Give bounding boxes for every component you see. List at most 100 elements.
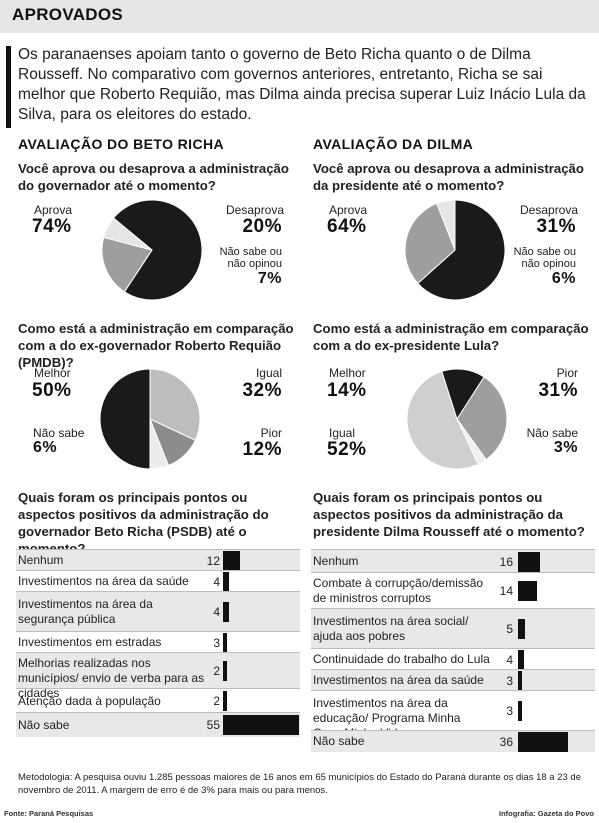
bar <box>518 731 568 752</box>
bar-table-dilma: Nenhum 16 Combate à corrupção/demissão de … <box>311 549 595 769</box>
pct-aprova: 64% <box>327 216 367 237</box>
question-compare-lula: Como está a administração em comparação … <box>313 321 589 353</box>
row-label: Nenhum <box>18 553 64 567</box>
pie-slice-melhor <box>441 368 485 421</box>
label-melhor: Melhor <box>34 366 71 380</box>
table-row: Investimentos na área da saúde 3 <box>311 669 595 691</box>
label-nao-sabe-1: Não sabe ou <box>219 246 282 258</box>
intro-accent-bar <box>6 46 11 128</box>
pie-slice-melhor <box>99 368 151 470</box>
bar <box>223 602 229 622</box>
row-value: 3 <box>506 704 513 718</box>
row-value: 3 <box>213 635 220 650</box>
row-value: 2 <box>213 694 220 708</box>
label-aprova: Aprova <box>34 203 73 217</box>
bar <box>518 619 525 639</box>
pct-melhor: 50% <box>32 380 72 401</box>
table-row: Investimentos na área social/ ajuda aos … <box>311 608 595 649</box>
question-positives-dilma: Quais foram os principais pontos ou aspe… <box>313 490 585 539</box>
row-label: Investimentos em estradas <box>18 635 162 649</box>
methodology-note: Metodologia: A pesquisa ouviu 1.285 pess… <box>18 772 581 796</box>
row-value: 2 <box>213 664 220 678</box>
label-igual: Igual <box>329 426 356 440</box>
question-positives-richa: Quais foram os principais pontos ou aspe… <box>18 490 269 556</box>
table-row: Investimentos em estradas 3 <box>16 631 300 653</box>
table-row: Melhorias realizadas nos municípios/ env… <box>16 652 300 700</box>
pie-chart-approval-richa <box>101 199 203 301</box>
row-label: Atenção dada à população <box>18 693 161 708</box>
row-value: 16 <box>499 554 513 569</box>
pct-igual: 32% <box>242 380 282 401</box>
table-row: Investimentos na área da segurança públi… <box>16 591 300 632</box>
row-label: Investimentos na área da segurança públi… <box>18 597 153 626</box>
label-desaprova: Desaprova <box>226 203 285 217</box>
row-value: 4 <box>213 574 220 589</box>
header-bar: APROVADOS <box>0 0 599 33</box>
label-melhor: Melhor <box>329 366 366 380</box>
row-value: 55 <box>206 718 220 732</box>
row-value: 4 <box>213 605 220 619</box>
pct-melhor: 14% <box>327 380 367 401</box>
table-row: Investimentos na área da educação/ Progr… <box>311 690 595 740</box>
row-label: Investimentos na área da saúde <box>18 574 189 588</box>
row-label: Nenhum <box>313 554 359 568</box>
label-igual: Igual <box>255 366 282 380</box>
table-row: Atenção dada à população 2 <box>16 688 300 713</box>
row-label: Não sabe <box>18 717 70 732</box>
label-pior: Pior <box>260 426 282 440</box>
table-row: Nenhum 16 <box>311 549 595 573</box>
pie-chart-approval-dilma <box>404 199 506 301</box>
row-value: 12 <box>206 553 220 568</box>
pie-slice-não-sabe-ou-não-opinou <box>103 217 153 251</box>
row-label: Investimentos na área social/ ajuda aos … <box>313 614 469 643</box>
question-compare-requiao: Como está a administração em comparação … <box>18 321 294 370</box>
pie-slice-não-sabe-ou-não-opinou <box>436 199 456 251</box>
pct-nao-sabe: 3% <box>553 439 578 456</box>
page-title: APROVADOS <box>12 5 124 24</box>
intro-text: Os paranaenses apoiam tanto o governo de… <box>18 46 586 123</box>
table-row: Continuidade do trabalho do Lula 4 <box>311 648 595 670</box>
label-nao-opinou: não opinou <box>521 258 576 270</box>
pct-nao-sabe: 6% <box>33 439 58 456</box>
pct-desaprova: 20% <box>242 216 282 237</box>
row-label: Combate à corrupção/demissão de ministro… <box>313 576 484 605</box>
bar <box>518 581 538 601</box>
label-aprova: Aprova <box>329 203 368 217</box>
infographic-credit: Infografia: Gazeta do Povo <box>498 809 594 818</box>
bar <box>223 661 227 681</box>
pct-pior: 12% <box>242 439 282 460</box>
pie-slice-aprova <box>417 199 506 301</box>
pie-slice-desaprova <box>101 236 153 293</box>
pct-nao-sabe: 7% <box>257 270 282 287</box>
row-value: 36 <box>499 734 513 749</box>
row-value: 3 <box>506 673 513 688</box>
label-desaprova: Desaprova <box>520 203 579 217</box>
pct-nao-sabe: 6% <box>551 270 576 287</box>
bar <box>518 551 541 572</box>
pie-chart-compare-lula <box>406 368 508 470</box>
pct-desaprova: 31% <box>536 216 576 237</box>
pie-slice-pior <box>456 376 508 461</box>
bar <box>223 691 227 711</box>
table-row: Não sabe 55 <box>16 712 300 737</box>
row-value: 4 <box>506 652 513 667</box>
pct-igual: 52% <box>327 439 367 460</box>
bar-table-richa: Nenhum 12 Investimentos na área da saúde 4 I… <box>16 549 300 750</box>
section-title-dilma: AVALIAÇÃO DA DILMA <box>313 136 474 152</box>
row-label: Não sabe <box>313 734 365 748</box>
label-nao-sabe: Não sabe <box>33 426 85 440</box>
pct-aprova: 74% <box>32 216 72 237</box>
bar <box>518 670 523 691</box>
source-credit: Fonte: Paraná Pesquisas <box>4 809 94 818</box>
pie-chart-compare-requiao <box>99 368 201 470</box>
section-title-richa: AVALIAÇÃO DO BETO RICHA <box>18 136 224 152</box>
label-nao-sabe-1: Não sabe ou <box>513 246 576 258</box>
question-approval-dilma: Você aprova ou desaprova a administração… <box>313 161 584 193</box>
table-row: Nenhum 12 <box>16 549 300 571</box>
pie-slice-igual <box>149 368 201 441</box>
bar <box>518 649 524 670</box>
question-approval-richa: Você aprova ou desaprova a administração… <box>18 161 289 193</box>
bar <box>223 632 228 653</box>
row-label: Continuidade do trabalho do Lula <box>313 652 490 666</box>
pie-slice-igual <box>406 370 479 470</box>
